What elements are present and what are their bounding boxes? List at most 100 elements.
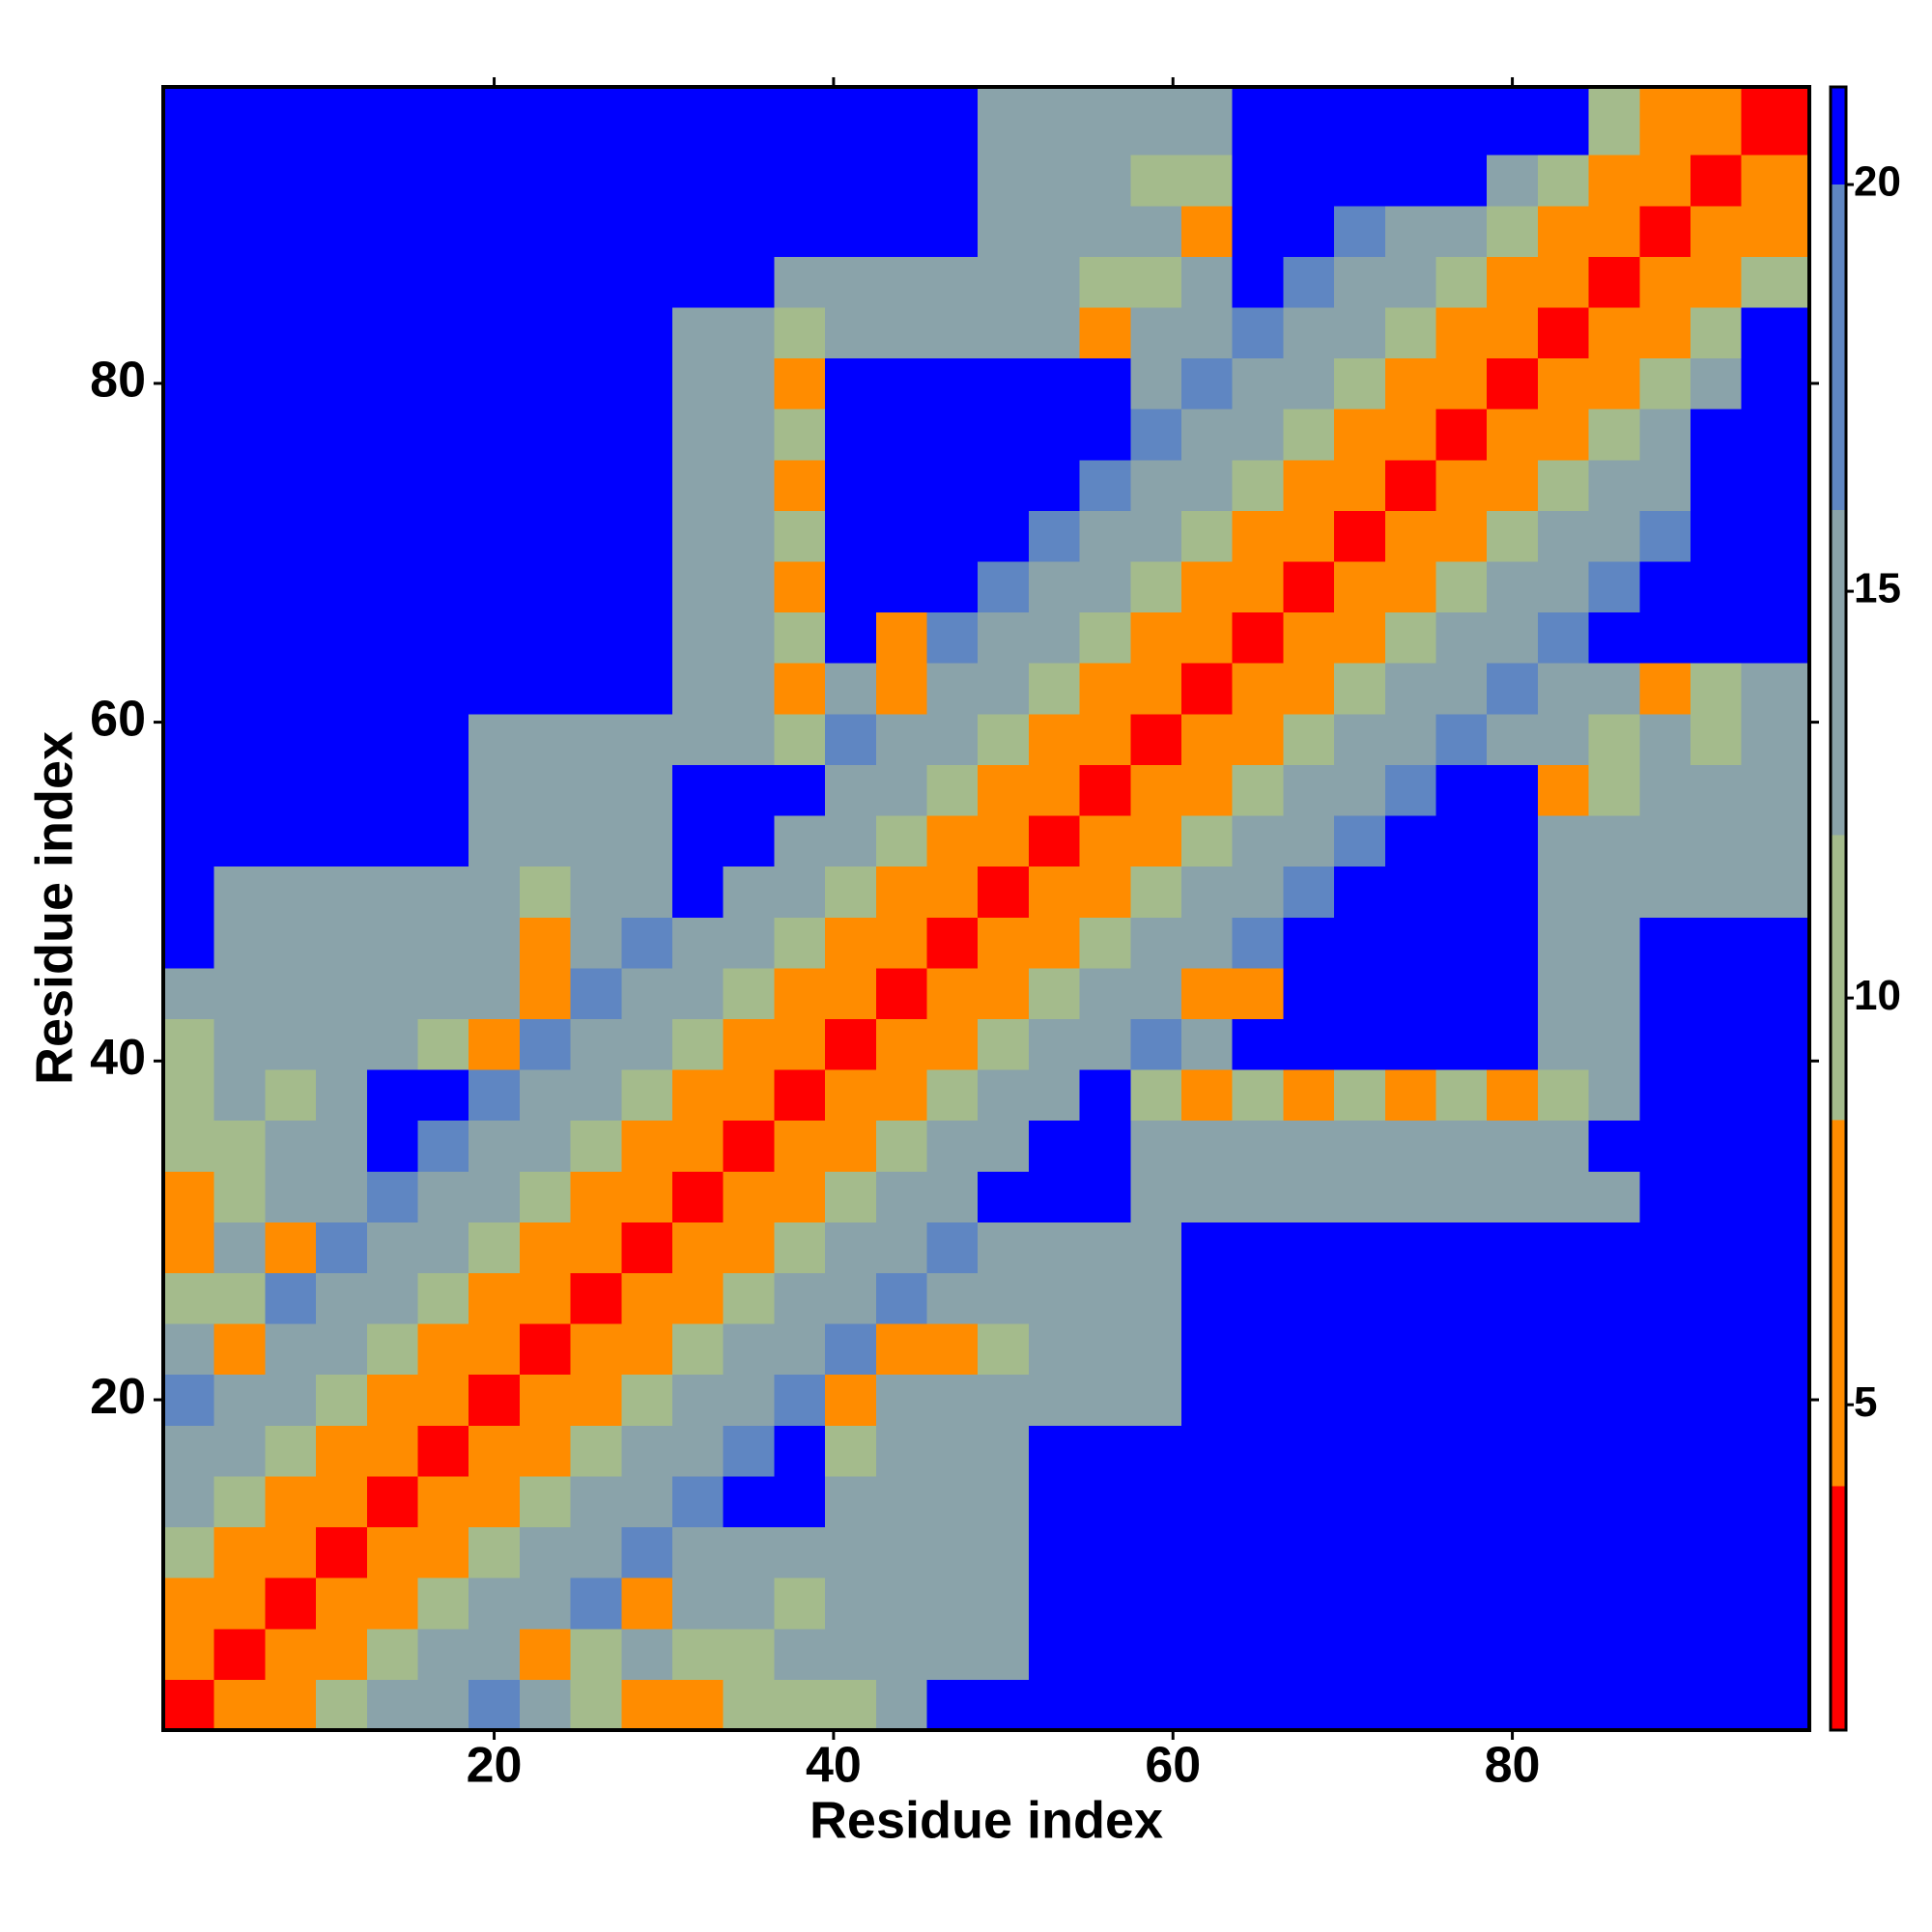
heatmap-cell	[213, 561, 266, 613]
heatmap-cell	[1690, 1628, 1743, 1680]
heatmap-cell	[723, 1323, 775, 1376]
heatmap-cell	[469, 663, 521, 715]
heatmap-cell	[723, 1374, 775, 1426]
heatmap-cell	[1334, 510, 1386, 562]
heatmap-cell	[1283, 713, 1335, 765]
heatmap-cell	[1283, 561, 1335, 613]
heatmap-cell	[621, 205, 673, 257]
heatmap-cell	[1487, 1679, 1539, 1731]
heatmap-cell	[163, 917, 215, 969]
heatmap-cell	[1487, 1374, 1539, 1426]
heatmap-cell	[672, 866, 724, 918]
heatmap-cell	[1690, 205, 1743, 257]
heatmap-cell	[825, 713, 877, 765]
heatmap-cell	[1537, 561, 1590, 613]
heatmap-cell	[1079, 815, 1131, 867]
heatmap-cell	[723, 1526, 775, 1578]
heatmap-cell	[825, 1628, 877, 1680]
heatmap-cell	[1588, 1272, 1640, 1324]
heatmap-cell	[1537, 815, 1590, 867]
heatmap-cell	[1181, 1323, 1234, 1376]
heatmap-cell	[163, 1475, 215, 1528]
heatmap-cell	[1384, 1018, 1437, 1070]
heatmap-cell	[265, 611, 317, 664]
heatmap-cell	[417, 1475, 469, 1528]
heatmap-cell	[1435, 1628, 1488, 1680]
heatmap-cell	[265, 967, 317, 1019]
heatmap-cell	[672, 205, 724, 257]
heatmap-cell	[1079, 87, 1131, 156]
heatmap-cell	[366, 1374, 419, 1426]
heatmap-cell	[265, 510, 317, 562]
heatmap-cell	[1232, 917, 1284, 969]
heatmap-cell	[774, 764, 826, 816]
heatmap-cell	[1435, 561, 1488, 613]
heatmap-cell	[723, 1272, 775, 1324]
heatmap-cell	[723, 1018, 775, 1070]
heatmap-cell	[1487, 815, 1539, 867]
heatmap-cell	[469, 1679, 521, 1731]
heatmap-cell	[1283, 1425, 1335, 1477]
heatmap-cell	[1232, 306, 1284, 359]
heatmap-cell	[672, 1171, 724, 1223]
heatmap-cell	[875, 815, 928, 867]
heatmap-cell	[672, 459, 724, 511]
heatmap-cell	[1537, 1425, 1590, 1477]
heatmap-cell	[621, 1018, 673, 1070]
heatmap-cell	[978, 815, 1030, 867]
heatmap-cell	[316, 409, 368, 461]
heatmap-cell	[1639, 1425, 1691, 1477]
heatmap-cell	[519, 1425, 572, 1477]
heatmap-cell	[1181, 155, 1234, 207]
heatmap-cell	[469, 764, 521, 816]
heatmap-cell	[1690, 1323, 1743, 1376]
heatmap-cell	[163, 815, 215, 867]
heatmap-cell	[1334, 1272, 1386, 1324]
heatmap-cell	[926, 1221, 979, 1274]
heatmap-cell	[621, 87, 673, 156]
heatmap-cell	[875, 510, 928, 562]
heatmap-cell	[1334, 764, 1386, 816]
heatmap-cell	[1690, 1120, 1743, 1172]
heatmap-cell	[621, 1120, 673, 1172]
plot-frame	[161, 85, 1811, 1732]
heatmap-cell	[1028, 866, 1081, 918]
heatmap-cell	[1741, 306, 1810, 359]
heatmap-cell	[1181, 409, 1234, 461]
heatmap-cell	[1588, 256, 1640, 308]
heatmap-cell	[570, 1526, 622, 1578]
heatmap-cell	[875, 1272, 928, 1324]
heatmap-cell	[1690, 155, 1743, 207]
heatmap-cell	[825, 1577, 877, 1630]
heatmap-cell	[1588, 815, 1640, 867]
heatmap-cell	[875, 1425, 928, 1477]
heatmap-cell	[1181, 1120, 1234, 1172]
heatmap-cell	[213, 357, 266, 410]
heatmap-cell	[875, 713, 928, 765]
heatmap-cell	[1435, 459, 1488, 511]
heatmap-cell	[213, 1272, 266, 1324]
heatmap-cell	[926, 1628, 979, 1680]
heatmap-cell	[1334, 1171, 1386, 1223]
heatmap-cell	[1130, 1323, 1182, 1376]
heatmap-cell	[672, 1221, 724, 1274]
heatmap-cell	[1690, 1526, 1743, 1578]
heatmap-cell	[875, 155, 928, 207]
heatmap-cell	[1283, 1628, 1335, 1680]
heatmap-cell	[1232, 205, 1284, 257]
heatmap-cell	[723, 409, 775, 461]
heatmap-cell	[366, 155, 419, 207]
heatmap-cell	[417, 1272, 469, 1324]
heatmap-cell	[672, 561, 724, 613]
heatmap-cell	[1588, 306, 1640, 359]
heatmap-cell	[825, 1221, 877, 1274]
heatmap-cell	[1741, 917, 1810, 969]
heatmap-cell	[1181, 815, 1234, 867]
heatmap-cell	[1435, 256, 1488, 308]
heatmap-cell	[316, 1628, 368, 1680]
heatmap-cell	[469, 357, 521, 410]
heatmap-cell	[978, 1374, 1030, 1426]
heatmap-cell	[316, 1577, 368, 1630]
heatmap-cell	[774, 155, 826, 207]
heatmap-cell	[1384, 1120, 1437, 1172]
